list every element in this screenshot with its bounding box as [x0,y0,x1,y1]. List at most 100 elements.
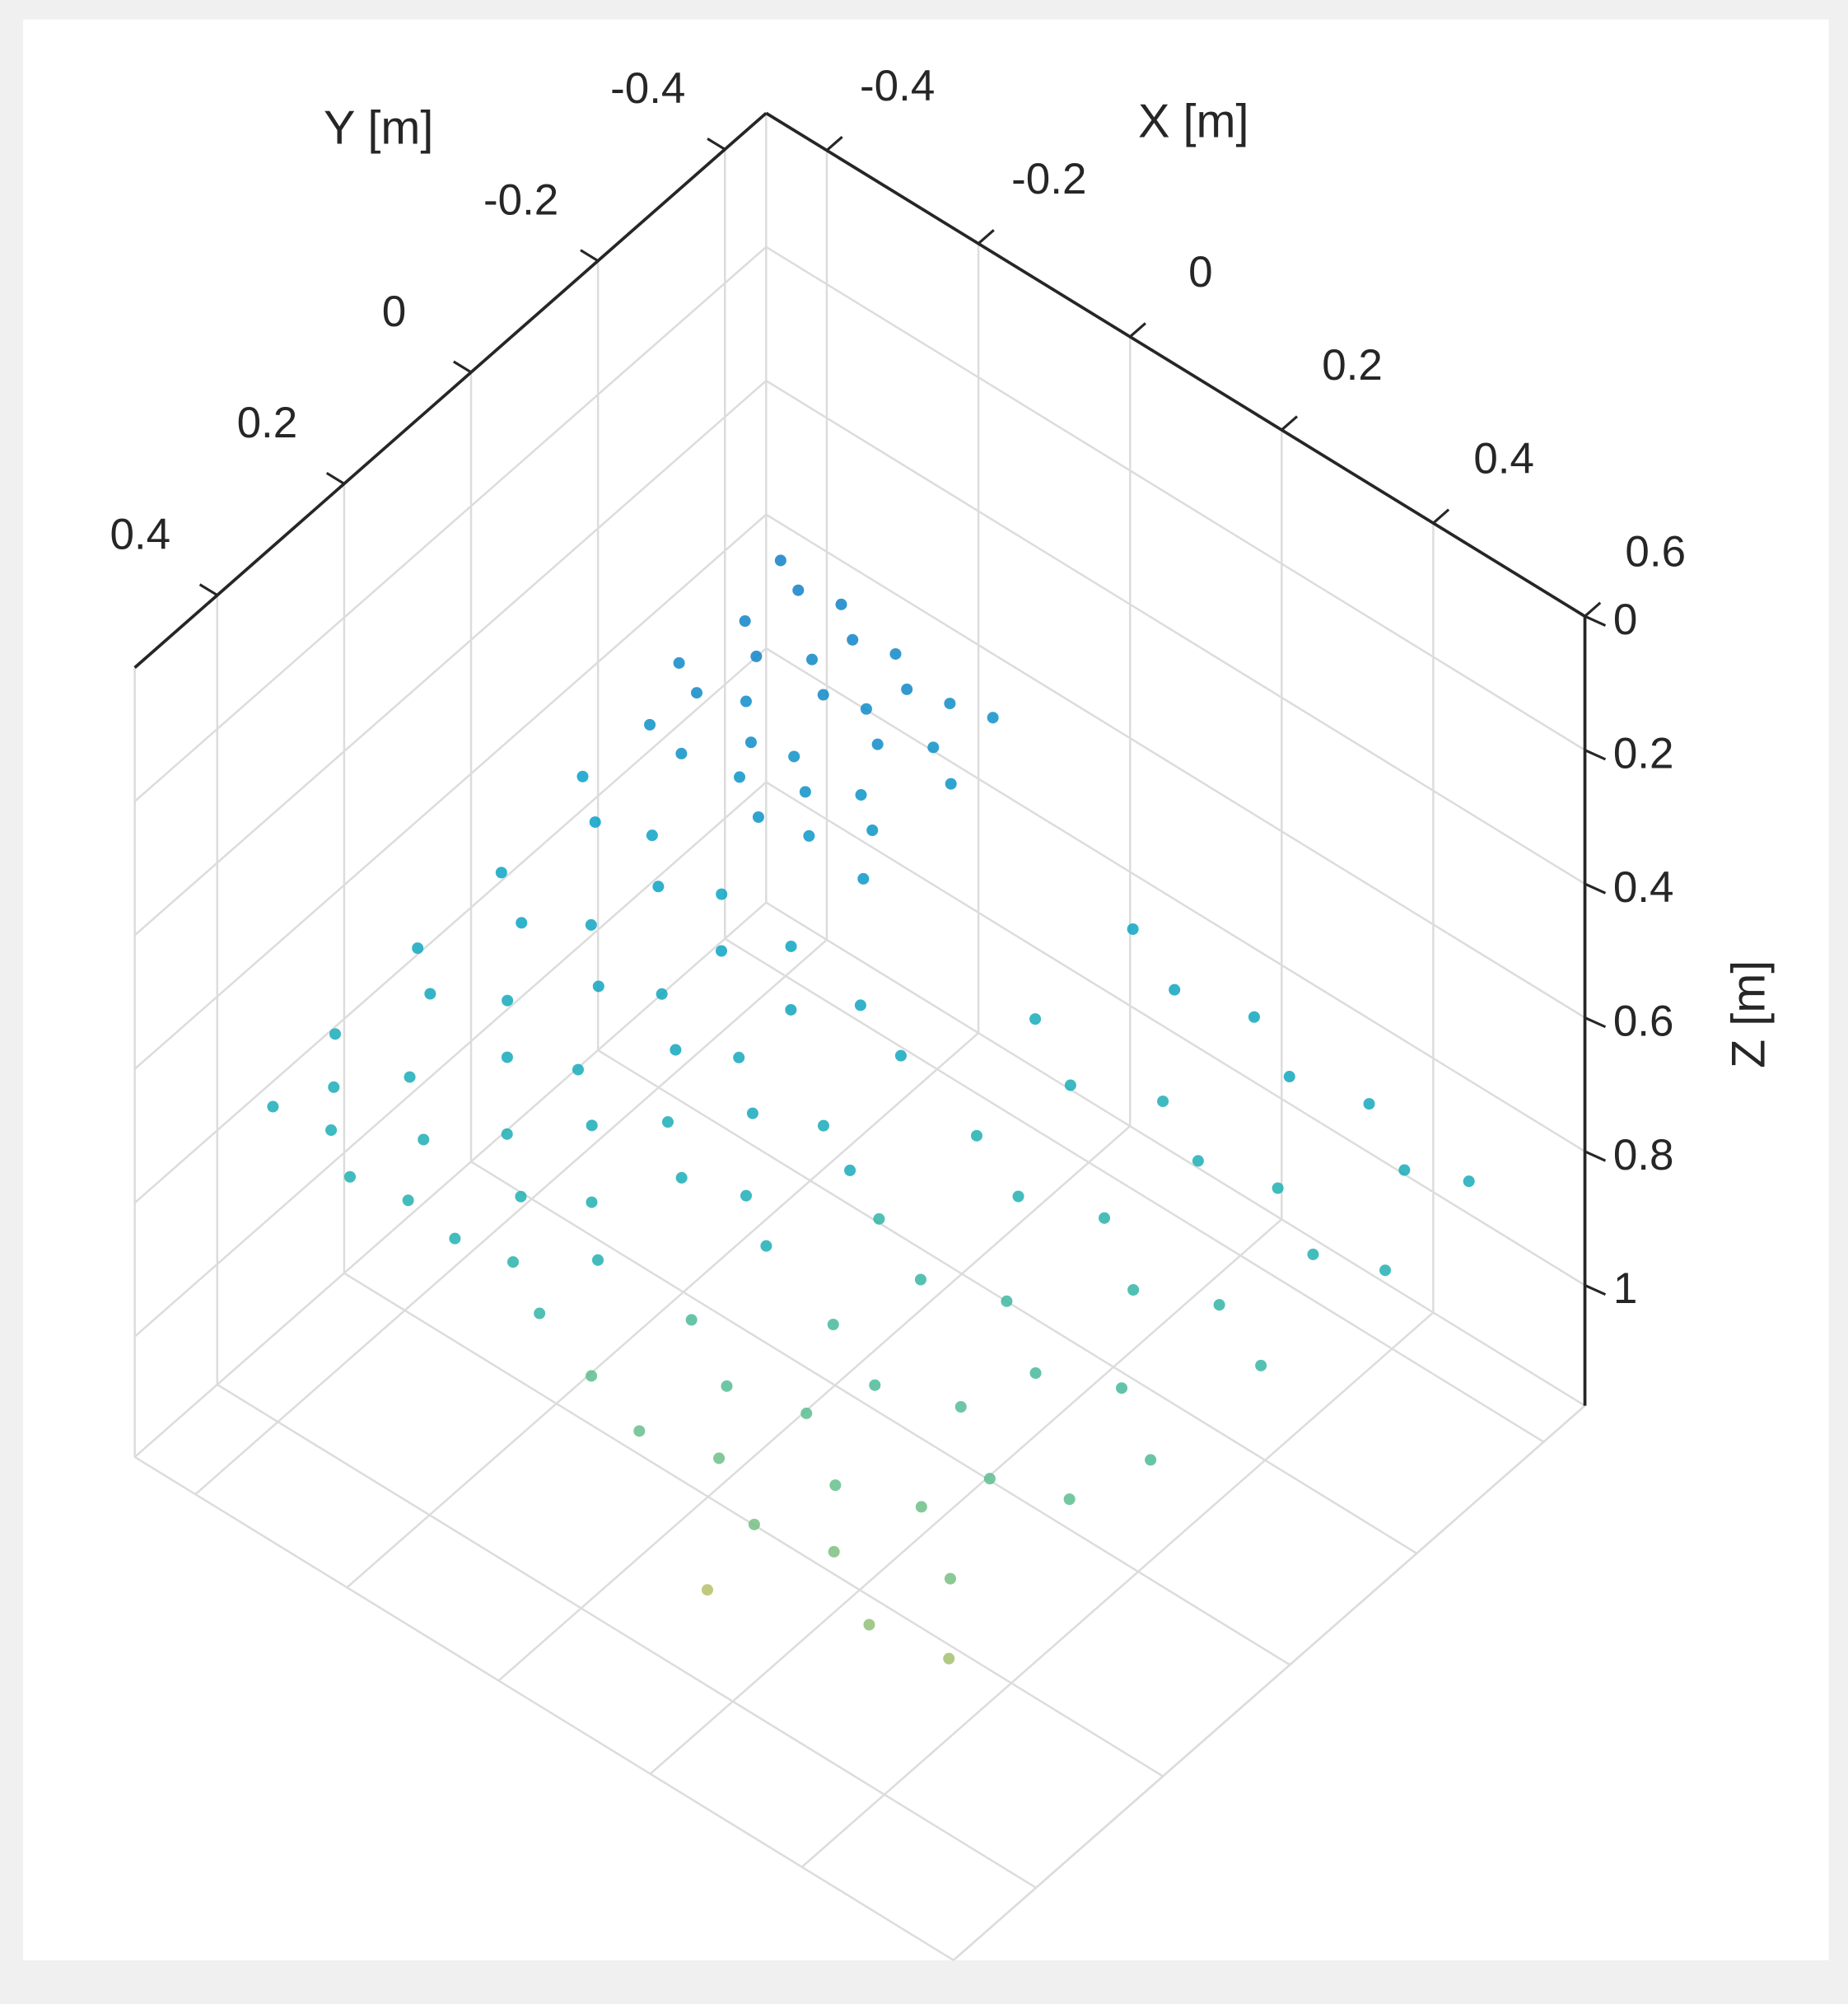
grid-line [765,513,1586,1019]
y-tick-label: 0.2 [237,399,298,447]
point [646,829,658,842]
point [449,1232,461,1245]
point [1063,1493,1076,1506]
axes: -0.4 -0.2 0 0.2 0.4 0.6 -0.4 -0.2 0 0.2 0.4 0 0.2 0.4… [110,62,1686,1406]
point [901,683,913,695]
y-axis-line [133,111,768,669]
z-tick-label: 0.4 [1613,863,1674,912]
point [576,770,589,782]
point [644,718,656,731]
point [673,656,685,669]
point [1307,1248,1319,1260]
point [1255,1359,1267,1371]
y-tick [580,249,599,262]
grid-line [953,1404,1586,1961]
point [748,1518,760,1530]
point [1363,1098,1375,1110]
z-tick-label: 0.6 [1613,997,1674,1045]
z-tick-label: 0 [1613,596,1637,644]
point [515,1190,527,1203]
point [402,1194,414,1207]
point [894,1049,907,1062]
z-tick [1584,882,1607,895]
point [800,1407,813,1419]
plane-edge [765,901,1586,1407]
point [785,940,797,952]
point [752,810,764,824]
point [267,1100,279,1113]
grid-line [470,1161,1290,1666]
point [817,1119,829,1132]
point [954,1400,967,1413]
z-tick [1584,1150,1607,1162]
point [501,1051,513,1063]
point [835,598,847,610]
y-tick-label: 0 [382,287,406,336]
x-axis-title: X [m] [1138,96,1249,148]
point [855,789,867,801]
point [1012,1190,1024,1203]
grid-line [346,1032,979,1589]
point [424,988,436,1000]
point [746,1107,758,1119]
point [817,689,829,701]
point [502,994,514,1007]
point [670,1044,682,1056]
x-axis-line [765,111,1586,618]
point [970,1129,983,1142]
point [1192,1155,1204,1167]
point [328,1081,340,1093]
point [586,1370,598,1382]
z-tick-label: 1 [1613,1264,1637,1313]
point [591,1254,604,1266]
point [847,633,859,646]
point [828,1545,840,1558]
point [744,736,757,749]
point [633,1425,646,1437]
point [1283,1071,1295,1083]
point [889,647,902,660]
grid-line [194,939,828,1496]
point [1029,1367,1042,1380]
point [656,988,668,1000]
point [690,687,703,699]
z-tick [1584,1016,1607,1029]
point [572,1063,585,1076]
point [325,1124,338,1137]
point [854,999,866,1011]
point [987,712,999,724]
point [652,881,665,893]
point [944,1572,956,1585]
point [1145,1454,1157,1466]
x-tick [978,229,995,245]
point [869,1379,881,1391]
z-tick [1584,1283,1607,1296]
point [713,1452,726,1464]
y-tick-label: 0.4 [110,510,170,558]
z-axis-title: Z [m] [1722,960,1775,1068]
point-cloud [267,554,1475,1665]
point [495,867,507,879]
point [944,698,956,710]
y-tick-label: -0.2 [483,176,558,225]
grid-line [765,380,1586,885]
grid-line [133,647,768,1204]
point [760,1240,772,1252]
point [803,829,815,842]
point [943,1652,955,1665]
grid-line [497,1125,1132,1682]
point [1064,1079,1076,1091]
point [1463,1175,1475,1188]
x-tick [1129,322,1146,339]
point [873,1212,885,1225]
point [715,945,728,957]
point [501,1128,513,1140]
y-tick [198,583,218,596]
z-tick [1584,614,1607,627]
x-tick-label: 0.2 [1322,341,1383,390]
point [844,1164,856,1176]
point [534,1307,546,1320]
point [589,816,601,829]
